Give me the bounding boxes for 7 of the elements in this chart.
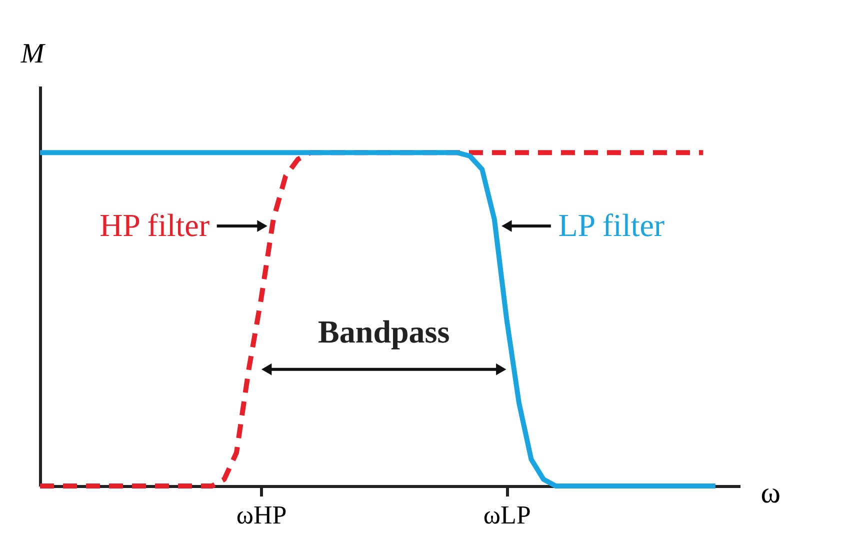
y-axis-title: M bbox=[20, 38, 46, 70]
annotation: Bandpass bbox=[318, 314, 450, 350]
series-label: LP filter bbox=[558, 207, 665, 243]
x-axis-title: ω bbox=[760, 476, 780, 510]
series-label: HP filter bbox=[100, 207, 210, 243]
x-tick-label: ωHP bbox=[236, 500, 287, 530]
x-tick-label: ωLP bbox=[483, 500, 531, 530]
